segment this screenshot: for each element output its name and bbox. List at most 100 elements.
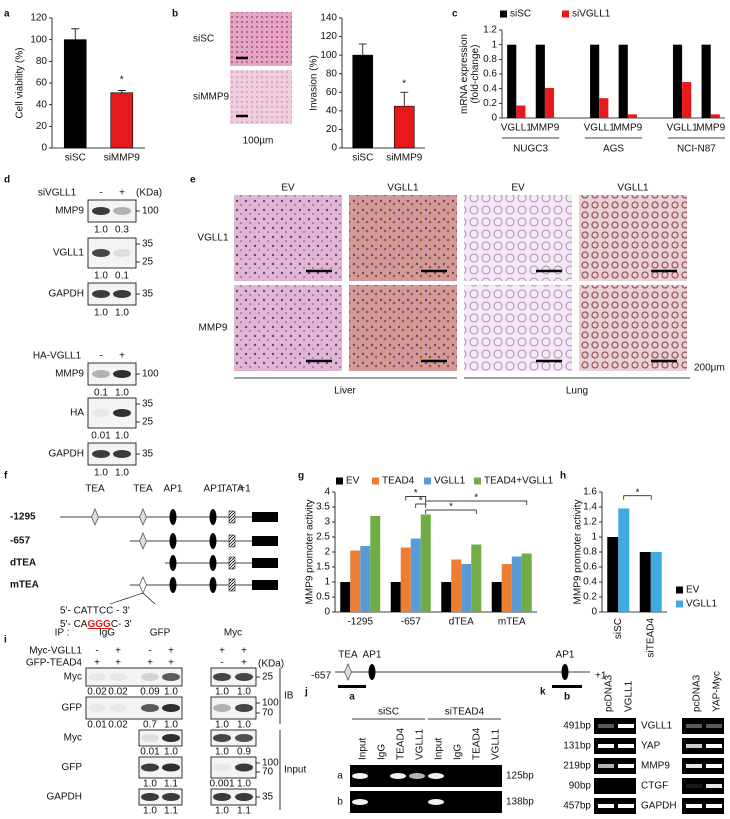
y-tick-label: 80: [326, 68, 338, 79]
bar: [618, 44, 628, 118]
blot: [85, 667, 183, 687]
y-tick-label: 0.8: [583, 547, 597, 558]
panel-letter: b: [172, 9, 178, 20]
panel-letter: i: [4, 635, 7, 646]
band: [706, 724, 722, 728]
y-tick-label: 0.4: [583, 577, 597, 588]
bar: [491, 582, 502, 612]
y-tick-label: 0: [591, 607, 597, 618]
blot: [138, 788, 183, 806]
x-tick-label: dTEA: [449, 617, 474, 628]
site-label: TEA: [85, 484, 105, 495]
group-label: GFP: [150, 628, 171, 639]
y-axis-label: Cell viability (%): [15, 47, 26, 118]
quant: 1.0: [237, 779, 251, 790]
band: [92, 207, 110, 215]
column-label: EV: [281, 183, 295, 194]
sign: -: [99, 351, 102, 362]
y-axis-label: Invasion (%): [309, 55, 320, 111]
sign: +: [219, 646, 225, 657]
lane-label: pcDNA3: [604, 674, 615, 712]
band: [428, 799, 444, 805]
bar: [521, 553, 532, 612]
band: [618, 724, 634, 728]
size-label: 138bp: [506, 797, 534, 808]
band: [141, 793, 159, 801]
bar: [507, 44, 517, 118]
band: [598, 804, 614, 808]
group-label: NUGC3: [513, 144, 548, 155]
band: [92, 290, 110, 298]
band: [141, 673, 159, 681]
tea-site: [344, 663, 352, 681]
bar: [400, 547, 411, 612]
bar: [599, 98, 609, 118]
size-label: 125bp: [506, 771, 534, 782]
band: [92, 370, 110, 378]
bracket: [405, 496, 427, 501]
y-tick-label: 0.8: [483, 54, 497, 65]
ap1-site: [169, 533, 177, 549]
ap1-site: [169, 577, 177, 593]
quant: 1.0: [215, 720, 229, 731]
sign: +: [241, 658, 247, 669]
construct-label: dTEA: [10, 558, 36, 569]
band: [213, 704, 231, 712]
panel-letter: h: [560, 471, 566, 482]
column-label: VGLL1: [617, 183, 649, 194]
scale-label: 200µm: [694, 363, 725, 374]
annotation: *: [414, 488, 418, 499]
legend-swatch: [676, 600, 683, 608]
band: [618, 744, 634, 748]
quant: 1.0: [237, 720, 251, 731]
bar: [471, 544, 482, 612]
y-tick-label: 0: [324, 607, 330, 618]
mw-label: 100: [262, 698, 279, 709]
gene-label: GAPDH: [641, 801, 677, 812]
band: [686, 724, 702, 728]
error-bar: [400, 91, 409, 107]
blot-label: GAPDH: [48, 289, 84, 300]
band: [686, 764, 702, 768]
unit-label: (KDa): [258, 659, 284, 670]
band: [141, 734, 159, 742]
site-label: AP1: [164, 484, 183, 495]
y-tick-label: 0: [491, 113, 497, 124]
band: [92, 409, 110, 417]
bar: [590, 44, 600, 118]
quant: 0.09: [140, 687, 160, 698]
y-tick-label: 0.2: [583, 592, 597, 603]
mw-label: 25: [142, 257, 154, 268]
quant: 0.3: [115, 225, 129, 236]
error-bar: [358, 43, 367, 56]
mw-label: 100: [142, 206, 159, 217]
mutation-pointer: [109, 592, 156, 605]
x-tick-label: -1295: [347, 617, 373, 628]
band: [92, 249, 110, 257]
bar: [393, 105, 415, 149]
blot-label: GAPDH: [48, 449, 84, 460]
blot: [210, 756, 257, 779]
quant: 0.02: [108, 687, 128, 698]
annotation: *: [419, 496, 423, 507]
bar: [352, 54, 374, 149]
x-tick-label: MMP9: [613, 123, 642, 134]
panel-letter: g: [298, 471, 304, 482]
legend-swatch: [336, 477, 343, 485]
band: [113, 450, 131, 458]
quant: 0.01: [87, 720, 107, 731]
quant: 1.0: [94, 308, 108, 319]
blot-label: HA: [70, 408, 84, 419]
y-axis-label: mRNA expression: [459, 34, 470, 114]
blot-label: GFP: [61, 703, 82, 714]
lane-label: Input: [434, 738, 445, 760]
x-tick-label: siMMP9: [104, 153, 141, 164]
y-tick-label: 3: [324, 517, 330, 528]
group-label: siSC: [378, 707, 399, 718]
band: [213, 734, 231, 742]
position-label: -657: [311, 671, 331, 682]
y-tick-label: 1: [591, 532, 597, 543]
band: [213, 673, 231, 681]
legend-swatch: [500, 10, 507, 18]
blot-label: Myc: [64, 672, 82, 683]
